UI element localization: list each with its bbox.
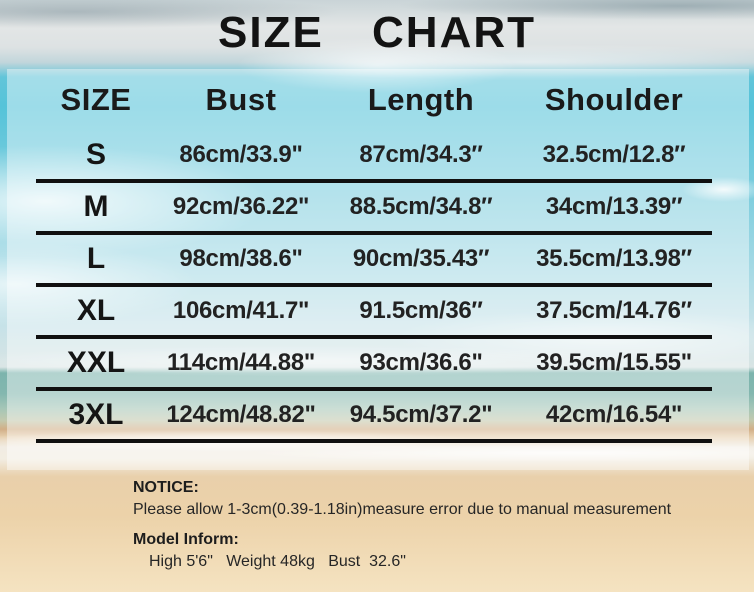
size-label: S	[85, 138, 106, 171]
length-value: 91.5cm/36″	[359, 297, 483, 324]
shoulder-value: 37.5cm/14.76″	[536, 297, 692, 324]
shoulder-value: 32.5cm/12.8″	[542, 141, 686, 168]
header-length: Length	[367, 82, 475, 117]
length-value: 94.5cm/37.2"	[349, 401, 493, 428]
table-row: L 98cm/38.6" 90cm/35.43″ 35.5cm/13.98″	[36, 235, 712, 287]
length-value: 90cm/35.43″	[352, 245, 490, 272]
notice-label: NOTICE:	[133, 479, 199, 496]
table-header-row: SIZE Bust Length Shoulder	[36, 69, 712, 131]
header-shoulder: Shoulder	[544, 82, 684, 117]
table-row: 3XL 124cm/48.82" 94.5cm/37.2" 42cm/16.54…	[36, 391, 712, 443]
model-inform-label: Model Inform:	[133, 530, 239, 548]
size-table: SIZE Bust Length Shoulder S 86cm/33.9" 8…	[36, 69, 712, 443]
bust-value: 86cm/33.9"	[179, 141, 303, 168]
length-value: 87cm/34.3″	[359, 141, 483, 168]
table-row: S 86cm/33.9" 87cm/34.3″ 32.5cm/12.8″	[36, 131, 712, 183]
bust-value: 114cm/44.88"	[167, 349, 315, 376]
notice-text: Please allow 1-3cm(0.39-1.18in)measure e…	[133, 501, 672, 519]
size-label: L	[86, 242, 106, 275]
table-row: XXL 114cm/44.88" 93cm/36.6" 39.5cm/15.55…	[36, 339, 712, 391]
notice-block: NOTICE: Please allow 1-3cm(0.39-1.18in)m…	[133, 477, 671, 574]
size-label: 3XL	[68, 398, 124, 431]
length-value: 88.5cm/34.8″	[349, 193, 493, 220]
bust-value: 98cm/38.6"	[179, 245, 303, 272]
translucent-table-panel	[7, 69, 749, 470]
page-title: SIZE CHART	[218, 8, 536, 57]
length-value: 93cm/36.6"	[359, 349, 483, 376]
bust-value: 92cm/36.22"	[172, 193, 310, 220]
shoulder-value: 42cm/16.54"	[545, 401, 683, 428]
header-bust: Bust	[205, 82, 277, 117]
shoulder-value: 39.5cm/15.55"	[536, 349, 692, 376]
size-label: XL	[76, 294, 116, 327]
table-row: M 92cm/36.22" 88.5cm/34.8″ 34cm/13.39″	[36, 183, 712, 235]
bust-value: 106cm/41.7"	[172, 297, 310, 324]
shoulder-value: 34cm/13.39″	[545, 193, 683, 220]
size-label: M	[83, 190, 109, 223]
header-size: SIZE	[60, 82, 132, 117]
model-inform-stats: High 5'6" Weight 48kg Bust 32.6"	[149, 553, 406, 571]
table-row: XL 106cm/41.7" 91.5cm/36″ 37.5cm/14.76″	[36, 287, 712, 339]
bust-value: 124cm/48.82"	[166, 401, 316, 428]
size-label: XXL	[66, 346, 126, 379]
shoulder-value: 35.5cm/13.98″	[536, 245, 692, 272]
